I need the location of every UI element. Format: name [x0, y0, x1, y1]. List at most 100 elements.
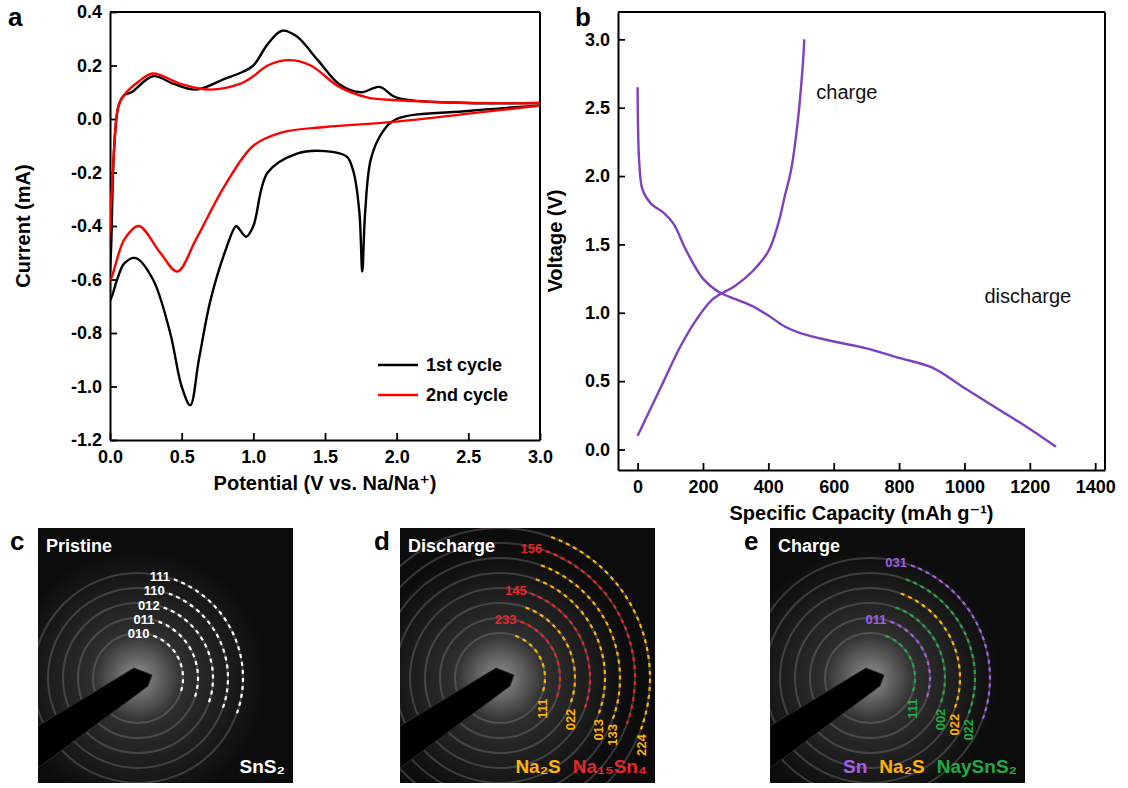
tick-label: 1200	[1010, 477, 1050, 497]
ring-label: 002	[933, 709, 948, 731]
diffraction-image	[400, 528, 655, 783]
tick: 0.0	[585, 440, 625, 460]
tick-mark	[253, 433, 255, 440]
tick-label: 600	[819, 477, 849, 497]
tick-label: 1.5	[585, 235, 610, 255]
tick-mark	[899, 463, 901, 470]
axis-line	[619, 470, 1106, 472]
curve-label: charge	[816, 81, 877, 103]
ring-arc	[536, 579, 605, 714]
tick-label: -1.2	[71, 430, 102, 450]
frame	[539, 12, 541, 440]
ring-arc	[911, 565, 990, 719]
ring-label: 012	[138, 598, 160, 613]
tick: 0	[633, 463, 643, 497]
ring-label: 010	[128, 626, 150, 641]
tick-label: 1.5	[313, 447, 338, 467]
panel-letter: e	[744, 526, 758, 556]
plot-lines	[110, 31, 540, 406]
diffraction-ring	[770, 558, 990, 783]
ring-label: 110	[144, 583, 165, 598]
ring-label: 111	[150, 569, 170, 584]
panel-letter: d	[374, 526, 390, 556]
tick: 0.5	[585, 371, 625, 391]
tick-mark	[768, 463, 770, 470]
tick-mark	[110, 386, 117, 388]
tick-label: 0.0	[77, 109, 102, 129]
beam-stopper	[770, 668, 884, 768]
image-title: Pristine	[46, 536, 112, 556]
tick: -1.2	[71, 430, 117, 450]
tick: 2.0	[385, 433, 410, 467]
x-axis: 0200400600800100012001400	[619, 463, 1116, 497]
tick-mark	[110, 440, 117, 442]
diffraction-image	[770, 528, 1025, 783]
diffraction-ring	[400, 558, 620, 783]
tick-mark	[468, 433, 470, 440]
tick-mark	[1095, 463, 1097, 470]
diffraction-panel: 111233022145013133156224DischargeNa₂SNa₁…	[350, 528, 655, 788]
tick: 800	[885, 463, 915, 497]
tick-mark	[964, 463, 966, 470]
image-background	[38, 528, 293, 783]
phase-label: Sn	[843, 756, 867, 777]
x-axis-title: Potential (V vs. Na/Na⁺)	[214, 472, 437, 494]
tick-mark	[618, 312, 625, 314]
tick: 1.0	[585, 303, 625, 323]
tick-label: -0.2	[71, 163, 102, 183]
ring-label: 111	[905, 698, 920, 718]
image-background	[400, 528, 655, 783]
tick: -0.8	[71, 323, 117, 343]
legend-label: 1st cycle	[426, 355, 502, 375]
y-axis-title: Current (mA)	[12, 164, 34, 287]
tick-mark	[703, 463, 705, 470]
frame	[110, 11, 540, 13]
figure: 0.00.51.01.52.02.53.0-1.2-1.0-0.8-0.6-0.…	[0, 0, 1128, 788]
tick-label: 2.5	[585, 98, 610, 118]
x-axis-title: Specific Capacity (mAh g⁻¹)	[730, 502, 994, 524]
chart-panel: 02004006008001000120014000.00.51.01.52.0…	[544, 12, 1116, 524]
central-glow	[770, 528, 1025, 783]
tick: 0.2	[77, 56, 117, 76]
tick-label: 0.0	[585, 440, 610, 460]
tick: 2.5	[456, 433, 481, 467]
diffraction-ring	[400, 543, 635, 783]
tick: 2.5	[585, 98, 625, 118]
ring-label: 156	[520, 541, 542, 556]
ring-label: 011	[134, 612, 155, 627]
panel-letter: c	[10, 526, 24, 556]
ring-arc	[159, 622, 198, 699]
tick-mark	[325, 433, 327, 440]
ring-arc	[531, 593, 590, 708]
phase-label: Na₂S	[879, 756, 924, 777]
beam-stopper	[400, 668, 514, 768]
tick-label: 0.4	[77, 2, 102, 22]
tick-label: 1400	[1076, 477, 1116, 497]
ring-arc	[174, 579, 243, 714]
tick-label: 2.0	[385, 447, 410, 467]
tick-label: 2.0	[585, 166, 610, 186]
diffraction-panel: 111011002022022031ChargeSnNa₂SNaySnS₂	[750, 528, 1025, 788]
tick-label: -0.4	[71, 216, 102, 236]
plot-lines	[638, 39, 1056, 446]
ring-arc	[164, 608, 213, 704]
x-axis: 0.00.51.01.52.02.53.0	[98, 433, 553, 467]
ring-arc	[885, 636, 915, 694]
ring-arc	[153, 636, 183, 694]
tick-label: 2.5	[456, 447, 481, 467]
ring-arc	[901, 593, 960, 708]
ring-label: 013	[591, 719, 606, 741]
series-line	[638, 87, 1056, 447]
legend-swatch	[378, 364, 418, 366]
image-background	[770, 528, 1025, 783]
ring-label: 133	[605, 724, 620, 746]
tick: 1.5	[585, 235, 625, 255]
ring-arc	[541, 565, 620, 719]
diffraction-ring	[38, 573, 243, 783]
series-line	[110, 60, 540, 279]
phase-label: Na₂S	[515, 756, 560, 777]
legend: 1st cycle2nd cycle	[378, 355, 508, 405]
panel-letter: b	[575, 2, 591, 32]
ring-arc	[551, 537, 650, 729]
central-glow	[38, 528, 293, 783]
